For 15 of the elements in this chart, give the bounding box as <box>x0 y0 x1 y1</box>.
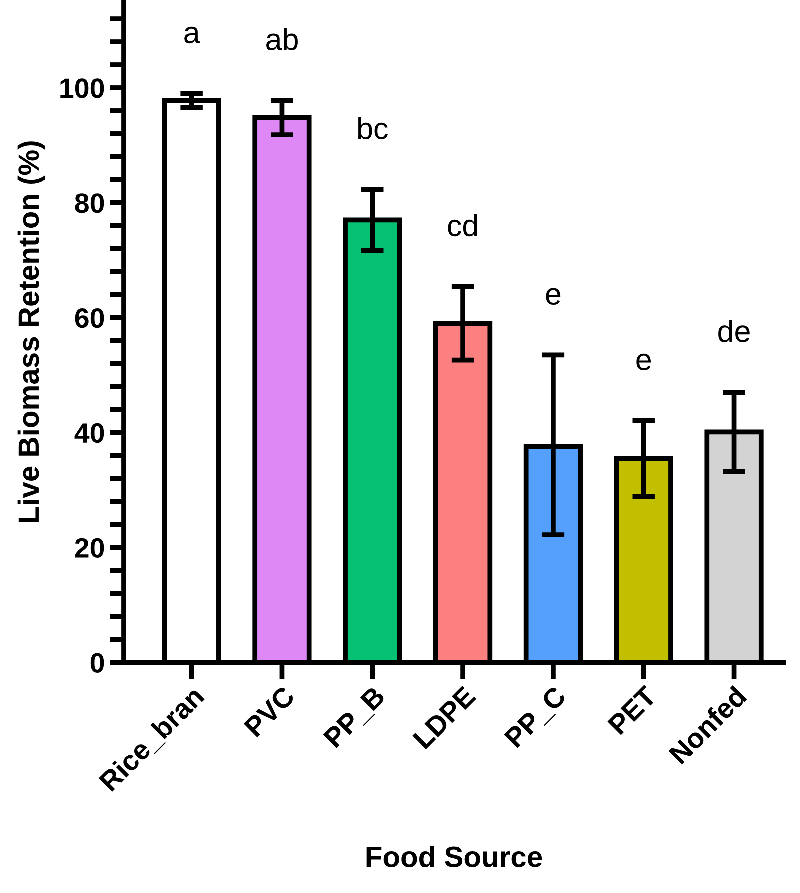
annotation: cd <box>448 214 478 237</box>
y-tick-label: 60 <box>75 308 104 328</box>
y-axis-title: Live Biomass Retention (%) <box>18 142 46 522</box>
y-tick-label: 20 <box>75 538 104 558</box>
y-tick-label: 0 <box>90 653 104 673</box>
annotation: de <box>718 320 750 342</box>
annotation: a <box>184 26 200 44</box>
annotation: bc <box>358 117 388 140</box>
y-tick-label: 100 <box>60 78 104 98</box>
x-axis-title: Food Source <box>366 846 542 868</box>
annotation: e <box>636 354 652 371</box>
y-tick-label: 80 <box>75 194 104 214</box>
y-tick-label: 40 <box>74 423 104 444</box>
annotation: ab <box>266 28 298 50</box>
annotation: e <box>546 288 561 306</box>
